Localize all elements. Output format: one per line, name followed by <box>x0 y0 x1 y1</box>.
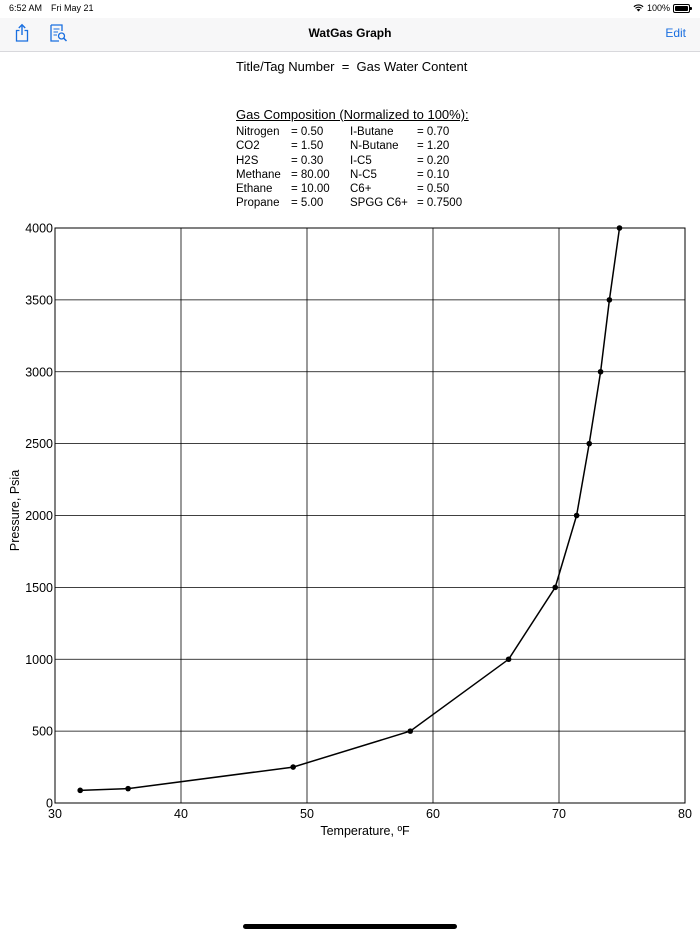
y-tick-label: 500 <box>32 725 53 739</box>
component-value: = 80.00 <box>291 168 330 181</box>
nav-title: WatGas Graph <box>308 26 392 40</box>
composition-row: N-Butane = 1.20 <box>350 139 449 153</box>
component-name: N-C5 <box>350 168 377 181</box>
x-tick-label: 70 <box>552 807 566 821</box>
status-bar: 6:52 AM Fri May 21 100% <box>0 0 700 18</box>
data-point <box>77 787 83 794</box>
status-date: Fri May 21 <box>51 3 94 13</box>
composition-right-column: I-Butane = 0.70 N-Butane = 1.20 I-C5 = 0.20 N-… <box>350 125 462 211</box>
component-name: CO2 <box>236 140 260 153</box>
data-point <box>505 656 512 663</box>
component-name: I-Butane <box>350 126 394 138</box>
component-name: N-Butane <box>350 140 399 153</box>
composition-row: I-Butane = 0.70 <box>350 125 449 139</box>
y-tick-label: 1500 <box>25 581 53 595</box>
component-value: = 0.20 <box>417 154 450 167</box>
data-point <box>407 728 414 734</box>
edit-button[interactable]: Edit <box>665 26 686 40</box>
component-name: SPGG C6+ <box>350 197 408 210</box>
component-name: Methane <box>236 168 281 181</box>
component-value: = 1.50 <box>291 140 324 153</box>
report-icon[interactable] <box>49 23 68 48</box>
y-tick-label: 2500 <box>25 437 53 451</box>
title-tag-line: Title/Tag Number = Gas Water Content <box>236 59 468 74</box>
y-tick-label: 3000 <box>25 365 53 379</box>
y-tick-label: 0 <box>46 797 53 811</box>
x-tick-label: 40 <box>174 807 188 821</box>
x-tick-label: 80 <box>678 807 692 821</box>
share-icon[interactable] <box>14 23 30 48</box>
data-point <box>606 297 613 303</box>
component-name: C6+ <box>350 183 372 196</box>
component-value: = 0.70 <box>417 126 450 138</box>
composition-row: Ethane = 10.00 <box>236 182 330 196</box>
x-tick-label: 30 <box>48 807 62 821</box>
battery-icon <box>673 3 692 13</box>
component-name: Propane <box>236 197 280 210</box>
status-time: 6:52 AM <box>9 3 43 13</box>
component-value: = 0.7500 <box>417 197 463 210</box>
component-value: = 0.50 <box>291 126 324 138</box>
component-name: Ethane <box>236 183 273 196</box>
y-tick-label: 2000 <box>25 509 53 523</box>
battery-percent: 100% <box>646 3 670 13</box>
data-point <box>597 368 604 375</box>
component-name: H2S <box>236 154 259 167</box>
data-point <box>573 512 580 519</box>
composition-row: Methane = 80.00 <box>236 168 330 182</box>
composition-row: H2S = 0.30 <box>236 154 323 168</box>
component-value: = 0.30 <box>291 154 324 167</box>
home-indicator <box>243 924 457 929</box>
component-value: = 0.10 <box>417 168 450 181</box>
composition-left-column: Nitrogen = 0.50 CO2 = 1.50 H2S = 0.30 Methane =… <box>236 125 330 211</box>
y-tick-label: 1000 <box>25 653 53 667</box>
component-name: Nitrogen <box>236 126 280 138</box>
composition-row: Propane = 5.00 <box>236 196 323 210</box>
component-value: = 10.00 <box>291 183 330 196</box>
composition-row: CO2 = 1.50 <box>236 139 323 153</box>
nav-bar: WatGas Graph Edit <box>0 18 700 52</box>
composition-row: SPGG C6+ = 0.7500 <box>350 196 462 210</box>
composition-row: N-C5 = 0.10 <box>350 168 449 182</box>
data-point <box>552 584 559 591</box>
data-point <box>586 440 593 447</box>
composition-row: C6+ = 0.50 <box>350 182 449 196</box>
composition-heading: Gas Composition (Normalized to 100%): <box>236 107 469 122</box>
data-point <box>290 764 296 770</box>
x-axis-label: Temperature, ºF <box>320 824 410 838</box>
x-tick-label: 60 <box>426 807 440 821</box>
component-value: = 1.20 <box>417 140 450 153</box>
component-value: = 5.00 <box>291 197 324 210</box>
composition-row: Nitrogen = 0.50 <box>236 125 323 139</box>
status-right: 100% <box>633 3 692 13</box>
component-name: I-C5 <box>350 154 372 167</box>
data-point <box>125 785 131 792</box>
wifi-icon <box>633 4 644 12</box>
series-line <box>80 227 621 792</box>
x-tick-label: 50 <box>300 807 314 821</box>
y-tick-label: 4000 <box>25 222 53 236</box>
y-tick-label: 3500 <box>25 293 53 307</box>
data-point <box>616 225 623 231</box>
component-value: = 0.50 <box>417 183 450 196</box>
composition-row: I-C5 = 0.20 <box>350 154 449 168</box>
y-axis-label: Pressure, Psia <box>8 470 22 551</box>
